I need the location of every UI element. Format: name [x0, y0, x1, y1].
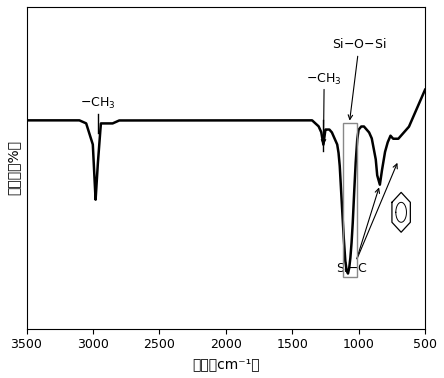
Text: Si$-$C: Si$-$C [336, 261, 368, 275]
X-axis label: 波数（cm⁻¹）: 波数（cm⁻¹） [192, 357, 260, 371]
Bar [343, 124, 357, 277]
Text: $-$CH$_3$: $-$CH$_3$ [306, 71, 342, 87]
Text: Si$-$O$-$Si: Si$-$O$-$Si [332, 37, 386, 119]
Y-axis label: 透过率（%）: 透过率（%） [7, 140, 21, 195]
Text: $-$CH$_3$: $-$CH$_3$ [80, 96, 116, 111]
